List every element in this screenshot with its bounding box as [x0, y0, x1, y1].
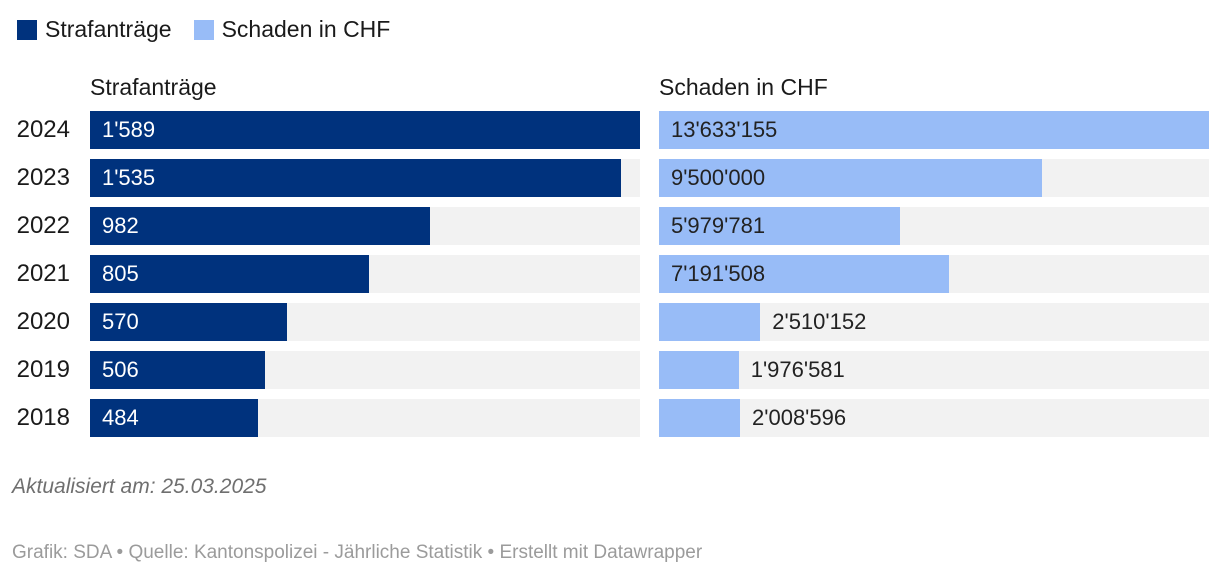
- schaden-value-label: 13'633'155: [671, 117, 778, 142]
- schaden-bar-track: 5'979'781: [659, 207, 1209, 245]
- strafantraege-value-label: 982: [102, 213, 139, 238]
- legend-swatch-dark-blue-icon: [17, 19, 37, 40]
- schaden-bar[interactable]: [659, 303, 761, 341]
- year-label: 2021: [16, 260, 70, 287]
- strafantraege-bar-track: 805: [90, 255, 640, 293]
- credits-note: Grafik: SDA • Quelle: Kantonspolizei - J…: [12, 542, 703, 563]
- year-label: 2022: [16, 212, 70, 239]
- schaden-bar-track: 2'510'152: [659, 303, 1209, 341]
- strafantraege-bar[interactable]: [90, 111, 640, 149]
- strafantraege-value-label: 805: [102, 261, 139, 286]
- schaden-value-label: 2'510'152: [772, 309, 867, 334]
- strafantraege-value-label: 484: [102, 405, 139, 430]
- schaden-bar-track: 7'191'508: [659, 255, 1209, 293]
- strafantraege-bar-track: 570: [90, 303, 640, 341]
- strafantraege-bar[interactable]: [90, 207, 430, 245]
- schaden-value-label: 9'500'000: [671, 165, 766, 190]
- year-label: 2019: [16, 356, 70, 383]
- legend-item-schaden: Schaden in CHF: [193, 16, 391, 43]
- chart-row: 2024 1'589 13'633'155: [0, 111, 1220, 149]
- strafantraege-value-label: 570: [102, 309, 139, 334]
- chart-row: 2020 570 2'510'152: [0, 303, 1220, 341]
- strafantraege-bar[interactable]: [90, 303, 288, 341]
- chart-row: 2022 982 5'979'781: [0, 207, 1220, 245]
- legend: Strafanträge Schaden in CHF: [0, 0, 1220, 43]
- strafantraege-bar[interactable]: [90, 159, 622, 197]
- column-header-strafantraege: Strafanträge: [90, 74, 217, 100]
- schaden-bar-track: 9'500'000: [659, 159, 1209, 197]
- chart-row: 2019 506 1'976'581: [0, 351, 1220, 389]
- legend-label: Strafanträge: [45, 16, 172, 42]
- year-label: 2020: [16, 308, 70, 335]
- schaden-bar[interactable]: [659, 207, 901, 245]
- strafantraege-bar[interactable]: [90, 351, 266, 389]
- schaden-bar[interactable]: [659, 399, 741, 437]
- strafantraege-value-label: 1'589: [102, 117, 156, 142]
- chart-row: 2021 805 7'191'508: [0, 255, 1220, 293]
- schaden-value-label: 1'976'581: [750, 357, 845, 382]
- column-header-schaden: Schaden in CHF: [659, 74, 828, 100]
- year-label: 2024: [16, 116, 70, 143]
- schaden-bar[interactable]: [659, 351, 739, 389]
- legend-swatch-light-blue-icon: [193, 19, 214, 40]
- schaden-bar[interactable]: [659, 111, 1209, 149]
- year-label: 2023: [16, 164, 70, 191]
- schaden-bar[interactable]: [659, 255, 950, 293]
- strafantraege-bar-track: 1'535: [90, 159, 640, 197]
- updated-note: Aktualisiert am: 25.03.2025: [12, 475, 267, 498]
- legend-label: Schaden in CHF: [221, 16, 391, 42]
- strafantraege-bar-track: 506: [90, 351, 640, 389]
- strafantraege-bar[interactable]: [90, 399, 258, 437]
- chart-rows: 2024 1'589 13'633'155 2023 1'535 9'500'0…: [0, 111, 1220, 437]
- schaden-bar-track: 13'633'155: [659, 111, 1209, 149]
- strafantraege-bar-track: 1'589: [90, 111, 640, 149]
- chart-row: 2018 484 2'008'596: [0, 399, 1220, 437]
- strafantraege-bar-track: 484: [90, 399, 640, 437]
- year-label: 2018: [16, 404, 70, 431]
- chart-row: 2023 1'535 9'500'000: [0, 159, 1220, 197]
- schaden-value-label: 7'191'508: [671, 261, 766, 286]
- column-headers: Strafanträge Schaden in CHF: [0, 74, 1220, 101]
- strafantraege-value-label: 1'535: [102, 165, 156, 190]
- schaden-bar-track: 1'976'581: [659, 351, 1209, 389]
- strafantraege-bar-track: 982: [90, 207, 640, 245]
- schaden-value-label: 2'008'596: [752, 405, 847, 430]
- schaden-bar[interactable]: [659, 159, 1043, 197]
- schaden-value-label: 5'979'781: [671, 213, 766, 238]
- strafantraege-bar[interactable]: [90, 255, 369, 293]
- schaden-bar-track: 2'008'596: [659, 399, 1209, 437]
- legend-item-strafantraege: Strafanträge: [17, 16, 172, 43]
- strafantraege-value-label: 506: [102, 357, 139, 382]
